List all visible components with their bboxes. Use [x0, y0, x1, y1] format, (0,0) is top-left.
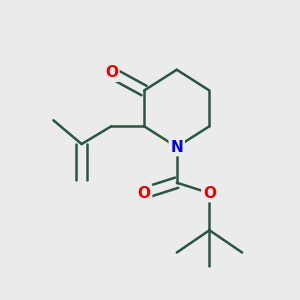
Text: O: O — [138, 186, 151, 201]
Text: O: O — [105, 65, 118, 80]
Text: N: N — [170, 140, 183, 154]
Text: O: O — [203, 186, 216, 201]
